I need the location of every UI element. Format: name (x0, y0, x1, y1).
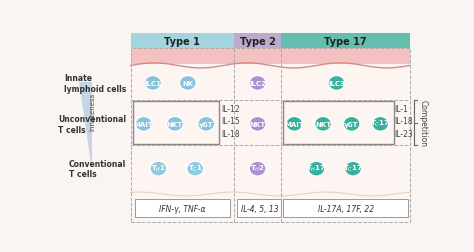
Ellipse shape (136, 117, 152, 132)
Text: MAIT: MAIT (284, 121, 304, 127)
FancyBboxPatch shape (234, 34, 282, 49)
FancyBboxPatch shape (131, 34, 234, 49)
Text: Unconventional
T cells: Unconventional T cells (58, 115, 126, 134)
Text: IFN-γ, TNF-α: IFN-γ, TNF-α (159, 204, 206, 213)
Text: Innate
lymphoid cells: Innate lymphoid cells (64, 74, 126, 93)
Ellipse shape (315, 117, 331, 132)
Text: γδT: γδT (344, 121, 359, 127)
Ellipse shape (308, 162, 325, 176)
Text: Innateness: Innateness (90, 93, 95, 131)
Text: IL-23: IL-23 (394, 130, 413, 139)
Text: ILC3: ILC3 (328, 81, 345, 87)
FancyBboxPatch shape (237, 199, 282, 217)
FancyBboxPatch shape (135, 199, 230, 217)
FancyBboxPatch shape (282, 34, 410, 49)
Ellipse shape (372, 117, 389, 132)
Ellipse shape (198, 117, 215, 132)
Text: T$_H$1: T$_H$1 (151, 163, 166, 173)
Text: IL-17A, 17F, 22: IL-17A, 17F, 22 (318, 204, 374, 213)
Text: NKT: NKT (315, 121, 331, 127)
Ellipse shape (286, 117, 303, 132)
Ellipse shape (187, 162, 203, 176)
Text: Type 1: Type 1 (164, 37, 200, 46)
Text: Type 2: Type 2 (240, 37, 275, 46)
Ellipse shape (345, 162, 362, 176)
Ellipse shape (249, 162, 266, 176)
Ellipse shape (249, 76, 266, 91)
Text: IL-1: IL-1 (394, 104, 408, 113)
Text: IL-18: IL-18 (221, 130, 239, 139)
Text: T$_C$17: T$_C$17 (371, 118, 390, 129)
FancyBboxPatch shape (131, 34, 410, 222)
FancyBboxPatch shape (131, 49, 410, 65)
Ellipse shape (249, 117, 266, 132)
Text: NKT: NKT (249, 121, 266, 127)
Ellipse shape (180, 76, 196, 91)
Text: ILC1: ILC1 (145, 81, 161, 87)
Text: NKT: NKT (167, 121, 183, 127)
FancyBboxPatch shape (283, 199, 408, 217)
Text: T$_C$17: T$_C$17 (343, 163, 363, 173)
Text: MAIT: MAIT (134, 121, 154, 127)
Text: Competition: Competition (418, 100, 427, 147)
Ellipse shape (145, 76, 161, 91)
Text: Conventional
T cells: Conventional T cells (69, 159, 126, 179)
Ellipse shape (328, 76, 345, 91)
Text: T$_C$1: T$_C$1 (188, 163, 202, 173)
Text: IL-18: IL-18 (394, 117, 413, 126)
Ellipse shape (166, 117, 183, 132)
Text: γδT: γδT (199, 121, 213, 127)
Polygon shape (80, 83, 92, 170)
Text: Type 17: Type 17 (325, 37, 367, 46)
Ellipse shape (343, 117, 360, 132)
Text: T$_H$17: T$_H$17 (306, 163, 327, 173)
Text: T$_H$2: T$_H$2 (250, 163, 265, 173)
Text: IL-15: IL-15 (221, 117, 240, 126)
Text: ILC2: ILC2 (249, 81, 266, 87)
Text: IL-12: IL-12 (221, 104, 239, 113)
Text: IL-4, 5, 13: IL-4, 5, 13 (241, 204, 278, 213)
Text: NK: NK (182, 81, 193, 87)
Ellipse shape (150, 162, 167, 176)
